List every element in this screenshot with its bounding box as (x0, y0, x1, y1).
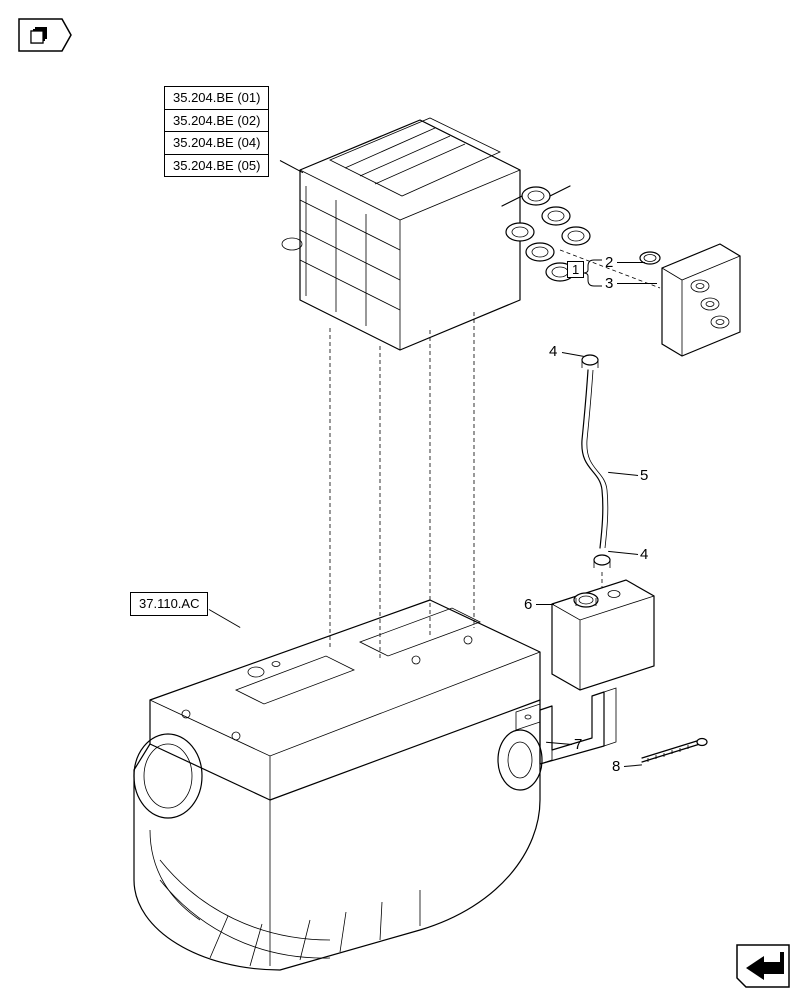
callout-1-bracket (582, 256, 604, 288)
callout-6: 6 (524, 596, 532, 613)
callout-7: 7 (574, 736, 582, 753)
valve-block-assembly (282, 118, 590, 350)
part-8-screw (642, 739, 707, 763)
leader-2 (617, 262, 645, 263)
part-5-drain-tube (582, 370, 608, 548)
part-3-coupler-block (662, 244, 740, 356)
rear-housing-assembly (134, 600, 542, 970)
callout-3: 3 (605, 275, 613, 292)
part-4-clamp-lower (594, 555, 610, 568)
line-art: .l { fill:none; stroke:#000; stroke-widt… (0, 0, 812, 1000)
callout-4-upper: 4 (549, 343, 557, 360)
callout-8: 8 (612, 758, 620, 775)
leader-3 (617, 283, 657, 284)
part-6-reservoir (552, 580, 654, 690)
callout-2: 2 (605, 254, 613, 271)
diagram-canvas: 35.204.BE (01) 35.204.BE (02) 35.204.BE … (0, 0, 812, 1000)
leader-6 (536, 604, 554, 605)
callout-4-lower: 4 (640, 546, 648, 563)
part-4-clamp-upper (582, 355, 598, 368)
callout-5: 5 (640, 467, 648, 484)
